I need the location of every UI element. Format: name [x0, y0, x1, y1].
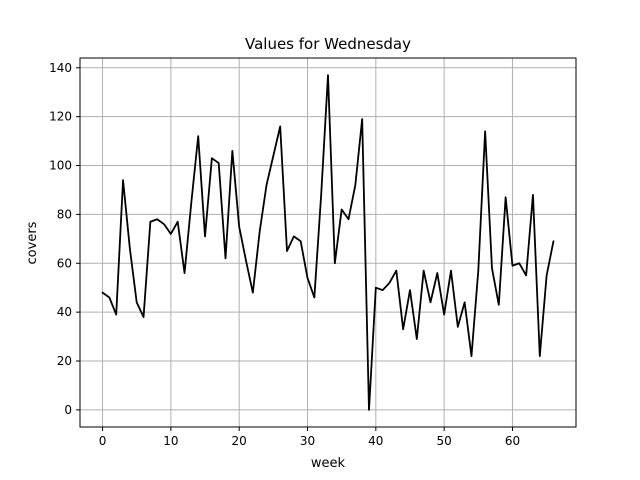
y-tick-label: 100: [49, 159, 72, 173]
ticks: 0 10 20 30 40 50 60 0 20 40 60 80 100 120 140: [49, 61, 520, 448]
chart-title: Values for Wednesday: [245, 35, 411, 53]
plot-frame: [79, 57, 577, 428]
grid: [80, 58, 576, 427]
x-tick-label: 0: [99, 434, 107, 448]
y-tick-label: 120: [49, 110, 72, 124]
y-tick-label: 60: [57, 256, 72, 270]
y-tick-label: 0: [64, 403, 72, 417]
series-layer: [101, 74, 555, 411]
x-tick-label: 20: [232, 434, 247, 448]
y-tick-label: 40: [57, 305, 72, 319]
x-tick-label: 10: [163, 434, 178, 448]
y-tick-label: 80: [57, 207, 72, 221]
x-tick-label: 50: [437, 434, 452, 448]
y-tick-label: 140: [49, 61, 72, 75]
series-line: [101, 74, 555, 411]
x-tick-label: 60: [505, 434, 520, 448]
x-tick-label: 30: [300, 434, 315, 448]
y-tick-label: 20: [57, 354, 72, 368]
x-axis-label: week: [311, 456, 346, 471]
y-axis-label: covers: [25, 221, 40, 264]
x-tick-label: 40: [368, 434, 383, 448]
